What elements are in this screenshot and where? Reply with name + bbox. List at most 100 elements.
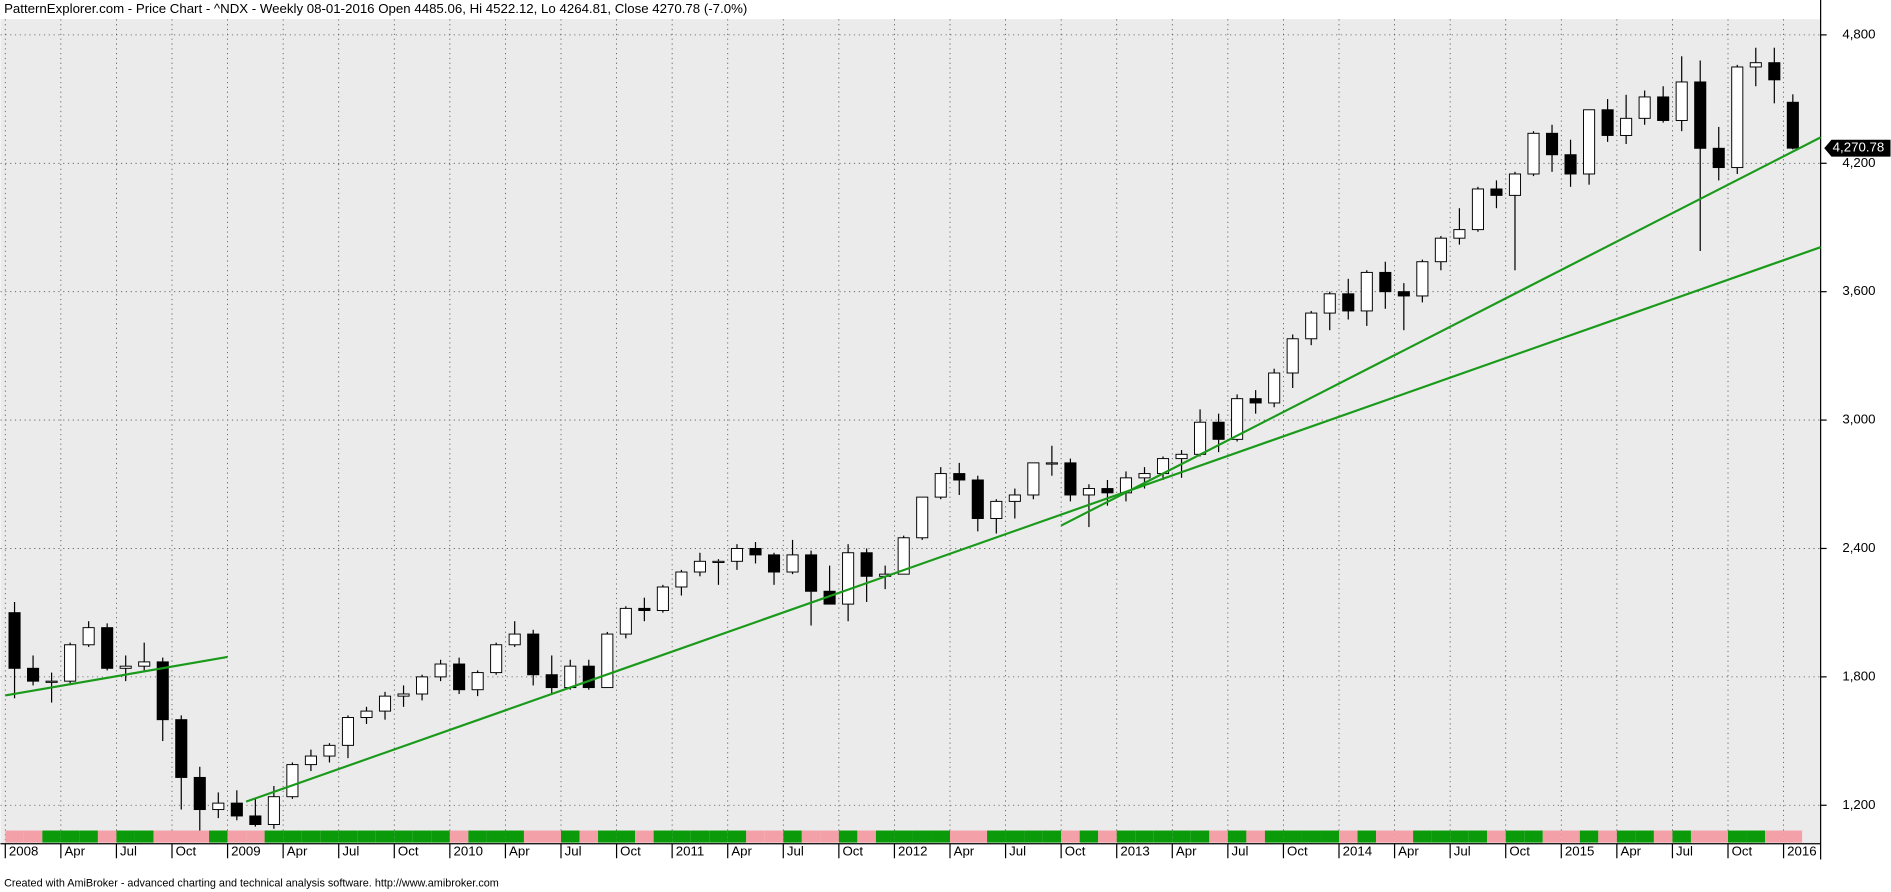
trend-strip bbox=[375, 830, 395, 843]
x-tick-label: Oct bbox=[1065, 844, 1086, 859]
x-tick-label: Apr bbox=[1176, 844, 1197, 859]
candle-body bbox=[1768, 62, 1781, 81]
candle-body bbox=[564, 665, 577, 689]
trend-strip bbox=[486, 830, 506, 843]
candle-body bbox=[1175, 453, 1188, 460]
y-tick-label: 4,200 bbox=[1842, 155, 1875, 170]
candle-body bbox=[1379, 271, 1392, 293]
candle-body bbox=[119, 665, 132, 669]
x-tick-label: Apr bbox=[1620, 844, 1641, 859]
trend-strip bbox=[1024, 830, 1043, 843]
candle-body bbox=[1453, 229, 1466, 239]
trend-strip bbox=[1264, 830, 1284, 843]
x-tick-label: Oct bbox=[842, 844, 863, 859]
trend-strip bbox=[1561, 830, 1580, 843]
trend-strip bbox=[5, 830, 24, 843]
candle-body bbox=[1620, 117, 1633, 136]
candle-body bbox=[767, 554, 781, 573]
candle-body bbox=[212, 802, 225, 811]
trend-strip bbox=[1005, 830, 1025, 843]
candle-body bbox=[1305, 312, 1318, 340]
candle-body bbox=[45, 680, 58, 683]
candle-body bbox=[1008, 494, 1021, 502]
trend-strip bbox=[561, 830, 580, 843]
candle-body bbox=[934, 473, 947, 498]
x-tick-label: Oct bbox=[176, 844, 197, 859]
candle-body bbox=[897, 537, 910, 575]
candle-body bbox=[916, 496, 929, 539]
candle-body bbox=[1045, 462, 1058, 465]
trendline bbox=[5, 655, 228, 697]
candle-body bbox=[693, 560, 706, 573]
candle-body bbox=[1434, 237, 1447, 263]
trend-strip bbox=[431, 830, 450, 843]
trend-strip bbox=[838, 830, 858, 843]
x-tick-label: Jul bbox=[1676, 844, 1693, 859]
trend-strip bbox=[542, 830, 562, 843]
candle-body bbox=[193, 776, 206, 811]
chart-title: PatternExplorer.com - Price Chart - ^NDX… bbox=[4, 1, 747, 16]
footer: Created with AmiBroker - advanced charti… bbox=[4, 877, 499, 889]
trend-strip bbox=[894, 830, 913, 843]
candle-body bbox=[82, 627, 95, 646]
trend-strip bbox=[357, 830, 376, 843]
trend-strip bbox=[653, 830, 673, 843]
x-tick-label: Apr bbox=[287, 844, 308, 859]
trend-strip bbox=[1450, 830, 1469, 843]
trend-strip bbox=[1209, 830, 1228, 843]
candle-body bbox=[249, 815, 262, 826]
candle-body bbox=[1268, 372, 1281, 404]
x-tick-label: Apr bbox=[731, 844, 752, 859]
candle-body bbox=[27, 667, 40, 682]
candle-body bbox=[749, 547, 762, 556]
trend-strip bbox=[727, 830, 747, 843]
candle-body bbox=[582, 665, 595, 689]
trendline bbox=[245, 246, 1821, 803]
trend-strip bbox=[264, 830, 284, 843]
trend-strip bbox=[764, 830, 784, 843]
candle-body bbox=[1027, 462, 1040, 496]
trend-strip bbox=[1690, 830, 1710, 843]
trend-strip bbox=[1190, 830, 1210, 843]
candle-body bbox=[1564, 154, 1577, 175]
x-tick-label: Jul bbox=[1454, 844, 1471, 859]
trend-strip bbox=[1783, 830, 1803, 843]
candle-body bbox=[601, 633, 614, 689]
candle-body bbox=[619, 607, 632, 635]
trend-strip bbox=[690, 830, 710, 843]
trend-strip bbox=[1283, 830, 1302, 843]
trend-strip bbox=[171, 830, 191, 843]
trend-strip bbox=[60, 830, 80, 843]
x-tick-label: Apr bbox=[509, 844, 530, 859]
trend-strip bbox=[1672, 830, 1691, 843]
trend-strip bbox=[1079, 830, 1099, 843]
trend-strip bbox=[1116, 830, 1136, 843]
trend-strip bbox=[635, 830, 654, 843]
candle-body bbox=[1527, 132, 1540, 175]
x-tick-label: 2011 bbox=[676, 844, 705, 859]
candle-body bbox=[842, 552, 855, 605]
candle-body bbox=[545, 674, 558, 689]
trend-strip bbox=[709, 830, 728, 843]
trend-strip bbox=[42, 830, 61, 843]
trend-strip bbox=[468, 830, 487, 843]
trend-strip bbox=[579, 830, 599, 843]
candle-body bbox=[990, 500, 1003, 519]
trend-strip bbox=[1394, 830, 1414, 843]
candle-body bbox=[378, 695, 392, 712]
x-tick-label: Jul bbox=[1009, 844, 1026, 859]
candle-body bbox=[1397, 291, 1410, 297]
trend-strip bbox=[598, 830, 617, 843]
candle-body bbox=[175, 719, 188, 778]
candle-body bbox=[434, 663, 447, 678]
trend-strip bbox=[1709, 830, 1729, 843]
candle-body bbox=[416, 676, 429, 695]
candle-body bbox=[712, 560, 725, 563]
y-tick-label: 1,800 bbox=[1842, 668, 1875, 683]
candle-body bbox=[1731, 66, 1744, 169]
candle-body bbox=[860, 552, 873, 577]
candle-body bbox=[101, 627, 114, 669]
candle-body bbox=[1712, 147, 1725, 169]
trend-strip bbox=[1468, 830, 1488, 843]
